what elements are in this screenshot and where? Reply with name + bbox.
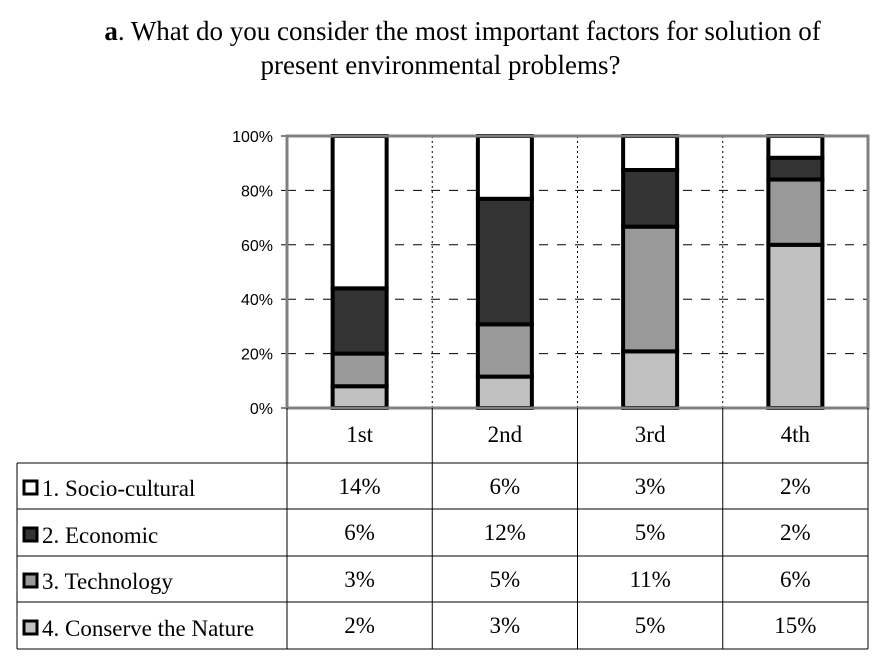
legend-label: 1. Socio-cultural: [42, 476, 195, 501]
y-tick-label: 20%: [241, 347, 273, 364]
chart-title: a. What do you consider the most importa…: [0, 14, 881, 82]
legend-swatch: [22, 479, 39, 496]
bar-segment: [766, 242, 825, 410]
legend-label: 2. Economic: [42, 523, 158, 548]
table-value: 12%: [484, 520, 526, 545]
legend-label: 4. Conserve the Nature: [42, 616, 254, 641]
bar-segment: [621, 349, 680, 411]
legend-swatch: [22, 526, 39, 543]
table-value: 6%: [490, 474, 521, 499]
bar-segment: [766, 177, 825, 247]
title-line-1: . What do you consider the most importan…: [117, 16, 821, 46]
category-label: 3rd: [635, 422, 666, 447]
bar-segment: [475, 374, 534, 411]
bar-segment: [766, 134, 825, 160]
table-value: 3%: [635, 474, 666, 499]
table-value: 14%: [339, 474, 381, 499]
legend-label: 3. Technology: [42, 569, 173, 594]
title-prefix: a: [104, 16, 118, 46]
table-value: 5%: [635, 613, 666, 638]
bar-segment: [766, 155, 825, 182]
table-value: 5%: [490, 567, 521, 592]
table-value: 2%: [780, 520, 811, 545]
y-tick-label: 0%: [250, 401, 273, 418]
table-value: 5%: [635, 520, 666, 545]
table-value: 15%: [774, 613, 816, 638]
table-value: 11%: [629, 567, 670, 592]
bar-segment: [330, 384, 389, 410]
category-label: 4th: [781, 422, 811, 447]
bar-segment: [475, 196, 534, 327]
legend-swatch: [22, 619, 39, 636]
bar-segment: [621, 134, 680, 172]
bar-segment: [330, 351, 389, 389]
y-tick-label: 60%: [241, 238, 273, 255]
table-value: 3%: [490, 613, 521, 638]
table-value: 6%: [344, 520, 375, 545]
title-line-2: present environmental problems?: [260, 50, 621, 80]
bar-segment: [621, 168, 680, 229]
category-label: 1st: [346, 422, 373, 447]
bar-segment: [330, 134, 389, 291]
table-value: 6%: [780, 567, 811, 592]
table-value: 2%: [344, 613, 375, 638]
y-tick-label: 100%: [232, 129, 273, 146]
bar-segment: [475, 322, 534, 379]
table-value: 2%: [780, 474, 811, 499]
y-tick-label: 80%: [241, 183, 273, 200]
legend-swatch: [22, 572, 39, 589]
bar-segment: [621, 224, 680, 354]
category-label: 2nd: [488, 422, 523, 447]
table-value: 3%: [344, 567, 375, 592]
bar-segment: [475, 134, 534, 201]
bar-segment: [330, 286, 389, 356]
y-tick-label: 40%: [241, 292, 273, 309]
